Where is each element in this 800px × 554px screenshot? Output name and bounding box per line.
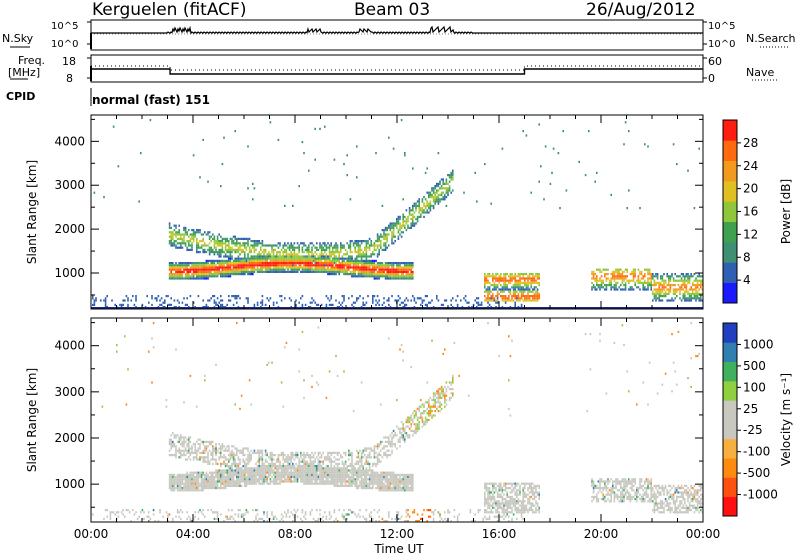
- power-colorbar-color-4: [723, 201, 737, 222]
- power-colorbar-color-8: [723, 120, 737, 141]
- nave-tick-low: 0: [708, 72, 715, 85]
- velocity-colorbar-tick-label-3: 25: [743, 402, 758, 416]
- nsky-tick-high: 10^5: [51, 21, 79, 32]
- station-title: Kerguelen (fitACF): [92, 0, 247, 20]
- power-ytick-label-3: 4000: [54, 134, 85, 148]
- cpid-label: CPID: [6, 90, 36, 103]
- velocity-heatmap: [92, 322, 704, 523]
- velocity-colorbar-tick-label-7: -1000: [743, 488, 778, 502]
- power-ytick-label-0: 1000: [54, 266, 85, 280]
- power-colorbar-tick-label-4: 20: [743, 182, 758, 196]
- velocity-colorbar-tick-label-2: 100: [743, 380, 766, 394]
- power-colorbar-tick-label-3: 16: [743, 205, 758, 219]
- velocity-ytick-label-0: 1000: [54, 477, 85, 491]
- velocity-colorbar-color-5: [723, 400, 737, 420]
- xtick-label-3: 12:00: [380, 527, 415, 541]
- velocity-colorbar-frame: [722, 322, 738, 517]
- nave-line: [91, 65, 703, 71]
- velocity-ytick-label-2: 3000: [54, 385, 85, 399]
- freq-label: Freq.: [18, 54, 46, 67]
- xlabel: Time UT: [373, 542, 424, 554]
- power-ytick-label-1: 2000: [54, 222, 85, 236]
- nsearch-tick-high: 10^5: [708, 21, 736, 32]
- velocity-colorbar-color-6: [723, 380, 737, 401]
- nsky-label: N.Sky: [2, 32, 34, 45]
- velocity-ytick-label-3: 4000: [54, 339, 85, 353]
- freq-line: [91, 68, 703, 75]
- xtick-label-5: 20:00: [584, 527, 619, 541]
- freq-tick-high: 18: [62, 55, 76, 68]
- power-colorbar-color-3: [723, 221, 737, 243]
- velocity-colorbar-color-8: [723, 342, 737, 362]
- xtick-label-4: 16:00: [482, 527, 517, 541]
- xtick-label-6: 00:00: [686, 527, 721, 541]
- nave-label: Nave: [746, 66, 775, 79]
- velocity-colorbar-color-3: [723, 438, 737, 459]
- velocity-colorbar-tick-label-0: 1000: [743, 337, 774, 351]
- power-ytick-label-2: 3000: [54, 178, 85, 192]
- freq-unit: [MHz]: [8, 66, 41, 79]
- xtick-label-1: 04:00: [176, 527, 211, 541]
- nsearch-tick-low: 10^0: [708, 39, 736, 50]
- nsky-tick-low: 10^0: [51, 39, 79, 50]
- power-colorbar-color-5: [723, 181, 737, 202]
- power-colorbar-tick-label-5: 24: [743, 159, 758, 173]
- velocity-colorbar-color-2: [723, 458, 737, 478]
- velocity-colorbar-tick-label-1: 500: [743, 359, 766, 373]
- velocity-colorbar-tick-label-5: -100: [743, 445, 770, 459]
- velocity-colorbar-tick-label-6: -500: [743, 466, 770, 480]
- velocity-colorbar-color-9: [723, 323, 737, 343]
- power-ylabel: Slant Range [km]: [25, 160, 39, 264]
- nsearch-label: N.Search: [746, 32, 796, 45]
- nsky-line: [90, 25, 703, 35]
- velocity-ytick-label-1: 2000: [54, 431, 85, 445]
- velocity-colorbar-color-1: [723, 477, 737, 498]
- velocity-colorbar-tick-label-4: -25: [743, 423, 763, 437]
- power-heatmap: [92, 119, 704, 309]
- power-colorbar-tick-label-6: 28: [743, 136, 758, 150]
- xtick-label-2: 08:00: [278, 527, 313, 541]
- velocity-colorbar-color-7: [723, 361, 737, 382]
- power-colorbar-label: Power [dB]: [779, 179, 793, 244]
- beam-title: Beam 03: [354, 0, 431, 20]
- freq-tick-low: 8: [66, 72, 73, 85]
- power-colorbar-color-7: [723, 140, 737, 161]
- velocity-ylabel: Slant Range [km]: [25, 368, 39, 472]
- xtick-label-0: 00:00: [74, 527, 109, 541]
- power-colorbar-color-1: [723, 262, 737, 283]
- power-colorbar-tick-label-2: 12: [743, 227, 758, 241]
- velocity-colorbar-color-0: [723, 496, 737, 517]
- power-colorbar-color-6: [723, 160, 737, 182]
- nave-tick-high: 60: [708, 55, 722, 68]
- power-colorbar-tick-label-0: 4: [743, 273, 751, 287]
- power-colorbar-color-2: [723, 242, 737, 263]
- velocity-colorbar-label: Velocity [m s⁻¹]: [779, 373, 793, 466]
- power-colorbar-color-0: [723, 282, 737, 304]
- nsky-panel-frame: [90, 19, 704, 51]
- cpid-value: normal (fast) 151: [92, 93, 210, 107]
- date-title: 26/Aug/2012: [586, 0, 696, 20]
- velocity-colorbar-color-4: [723, 419, 737, 440]
- power-colorbar-tick-label-1: 8: [743, 250, 751, 264]
